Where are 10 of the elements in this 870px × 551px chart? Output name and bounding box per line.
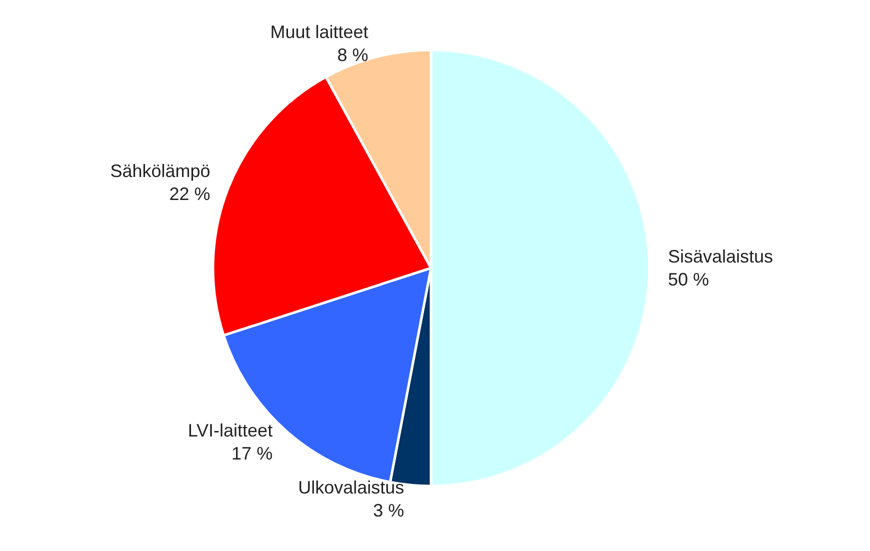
- data-label: 3 %: [373, 500, 404, 520]
- slice-label: Muut laitteet: [270, 22, 368, 42]
- slice-label: LVI-laitteet: [188, 420, 273, 441]
- slice-label: Sisävalaistus: [668, 246, 774, 266]
- data-label: 50 %: [668, 270, 710, 290]
- slice-label: Sähkölämpö: [110, 161, 210, 182]
- data-label: 8 %: [337, 44, 368, 65]
- data-label: 22 %: [169, 184, 210, 204]
- slice-label: Ulkovalaistus: [298, 477, 404, 498]
- data-label: 17 %: [232, 444, 273, 464]
